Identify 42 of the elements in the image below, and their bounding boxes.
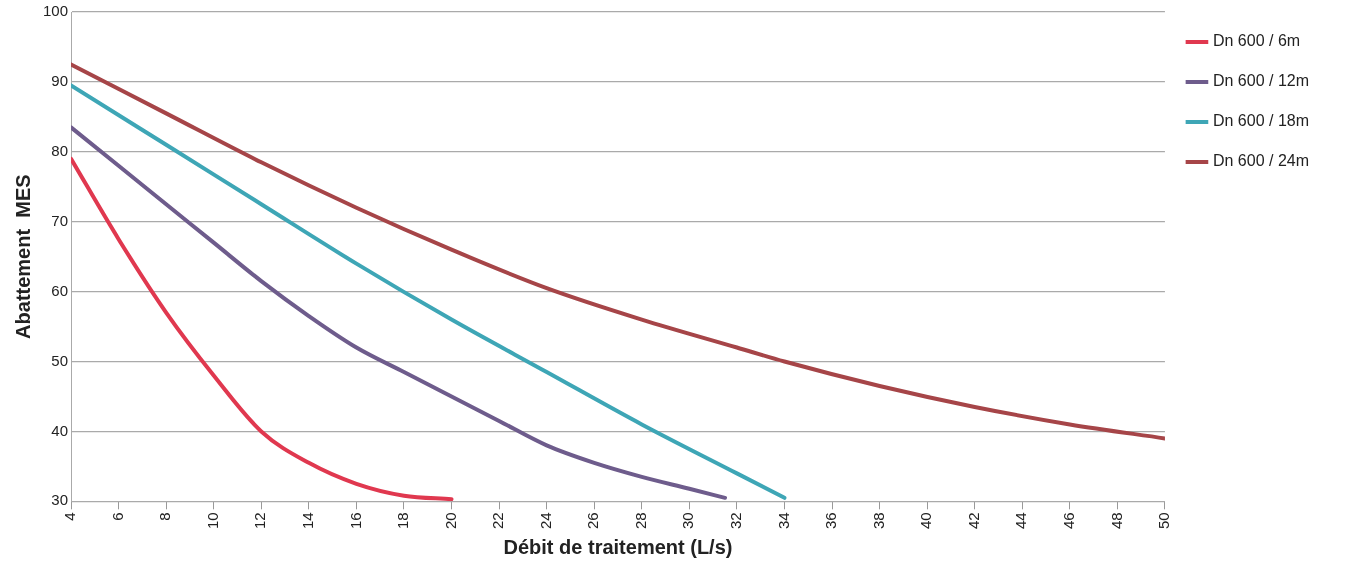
x-tick-label: 32 xyxy=(727,512,745,529)
x-tick-label: 48 xyxy=(1107,512,1125,529)
y-tick-label: 60 xyxy=(51,281,69,299)
x-tick-label: 6 xyxy=(108,512,126,521)
y-tick-label: 100 xyxy=(43,2,69,20)
x-tick-label: 42 xyxy=(964,512,982,529)
line-series xyxy=(71,156,454,502)
x-tick-label: 50 xyxy=(1155,512,1173,529)
y-axis-title: Abattement MES xyxy=(11,174,34,339)
x-tick-label: 8 xyxy=(156,512,174,521)
line-series xyxy=(71,83,787,500)
x-axis-title: Débit de traitement (L/s) xyxy=(503,535,733,558)
x-tick-label: 30 xyxy=(679,512,697,529)
y-tick-label: 80 xyxy=(51,141,69,159)
y-tick-label: 50 xyxy=(51,351,69,369)
x-tick-label: 4 xyxy=(61,512,79,521)
legend-label: Dn 600 / 18m xyxy=(1212,112,1310,130)
x-tick-label: 14 xyxy=(298,512,316,529)
x-tick-label: 38 xyxy=(869,512,887,529)
x-tick-label: 20 xyxy=(441,512,459,529)
x-tick-label: 44 xyxy=(1012,512,1030,529)
x-tick-label: 40 xyxy=(917,512,935,529)
x-tick-label: 12 xyxy=(251,512,269,529)
y-tick-label: 40 xyxy=(51,421,69,439)
x-tick-label: 22 xyxy=(489,512,507,529)
y-tick-label: 30 xyxy=(51,491,69,509)
y-tick-label: 90 xyxy=(51,72,69,90)
x-tick-label: 26 xyxy=(584,512,602,529)
x-tick-label: 24 xyxy=(536,512,554,529)
y-tick-label: 70 xyxy=(51,211,69,229)
x-tick-label: 34 xyxy=(774,512,792,529)
x-tick-label: 36 xyxy=(822,512,840,529)
x-tick-label: 46 xyxy=(1059,512,1077,529)
legend-label: Dn 600 / 12m xyxy=(1212,72,1310,90)
line-series xyxy=(71,62,1165,441)
x-tick-label: 16 xyxy=(346,512,364,529)
legend-label: Dn 600 / 6m xyxy=(1212,32,1301,50)
x-tick-label: 18 xyxy=(394,512,412,529)
line-series xyxy=(71,125,727,500)
x-tick-label: 28 xyxy=(631,512,649,529)
legend-label: Dn 600 / 24m xyxy=(1212,152,1310,170)
x-tick-label: 10 xyxy=(203,512,221,529)
